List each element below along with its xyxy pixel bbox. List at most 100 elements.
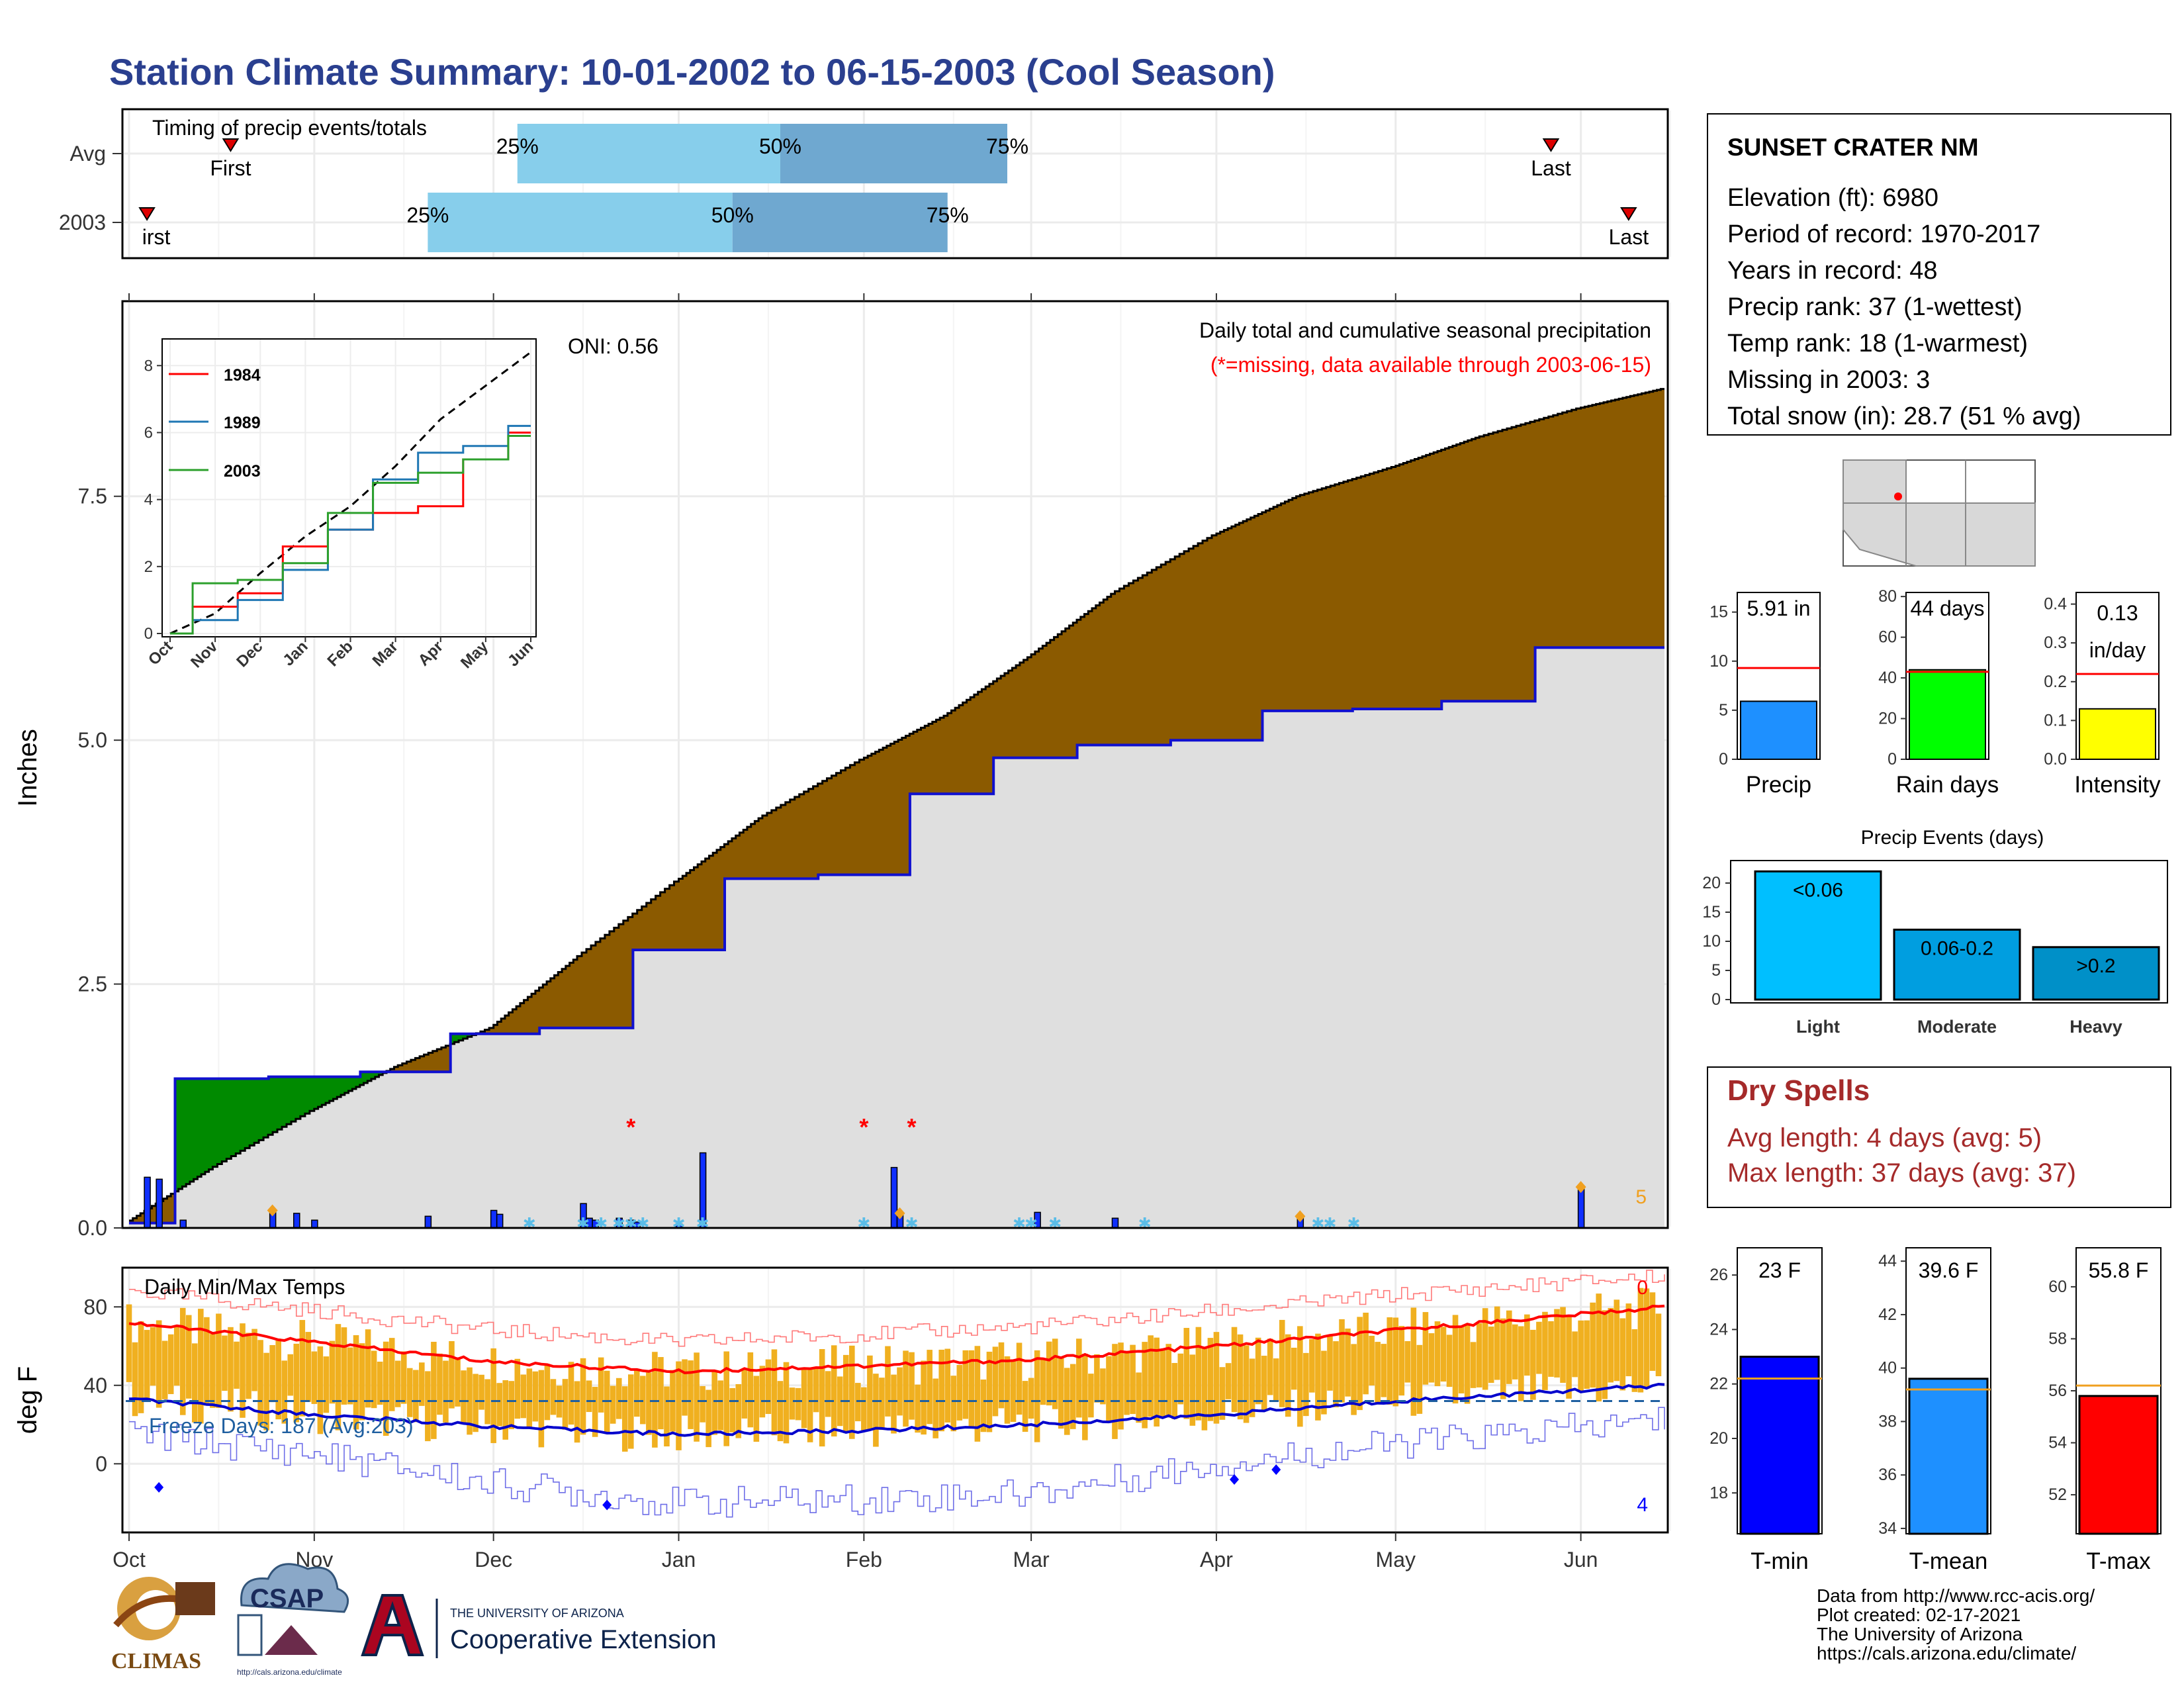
temp-day-bar-248 <box>1608 1307 1614 1383</box>
temp-day-bar-231 <box>1506 1310 1512 1384</box>
temp-day-bar-28 <box>293 1343 300 1423</box>
temp-day-bar-36 <box>341 1327 347 1405</box>
snow-flake-2: ✱ <box>594 1215 608 1233</box>
temp-day-bar-37 <box>347 1347 353 1405</box>
temp-summary-T-min-tick-label-3: 24 <box>1709 1320 1728 1338</box>
temp-day-bar-235 <box>1530 1329 1536 1400</box>
temp-day-bar-244 <box>1584 1320 1590 1389</box>
snow-flake-13: ✱ <box>1138 1215 1152 1233</box>
timing-Avg-first-label: First <box>210 156 251 180</box>
temp-day-bar-140 <box>962 1350 969 1419</box>
temp-day-bar-198 <box>1309 1338 1315 1393</box>
snow-diamond-0 <box>267 1204 278 1217</box>
temp-day-bar-184 <box>1225 1363 1232 1399</box>
temp-day-bar-217 <box>1422 1312 1429 1385</box>
temp-day-bar-51 <box>431 1342 437 1439</box>
temp-day-bar-186 <box>1237 1334 1244 1420</box>
temp-bottom-count: 4 <box>1637 1494 1648 1516</box>
temp-day-bar-242 <box>1572 1331 1578 1378</box>
temp-day-bar-105 <box>753 1376 760 1442</box>
temp-day-bar-66 <box>520 1374 527 1419</box>
daily-precip-bar-12-02 <box>496 1213 504 1229</box>
temp-day-bar-97 <box>705 1389 711 1448</box>
daily-precip-bar-10-04 <box>144 1176 151 1229</box>
temp-day-bar-170 <box>1142 1342 1148 1429</box>
temp-day-bar-40 <box>365 1329 371 1408</box>
x-tick-label-Dec: Dec <box>475 1548 512 1571</box>
temp-day-bar-252 <box>1631 1329 1638 1392</box>
temp-day-bar-238 <box>1548 1321 1554 1377</box>
temp-day-bar-22 <box>257 1340 263 1426</box>
precip-events-bars: 0 5 10 15 20 <0.06 Light 0.06-0.2 Moderate >0.2 He… <box>1702 870 2160 1037</box>
temp-day-bar-183 <box>1219 1367 1226 1420</box>
ua-logo: THE UNIVERSITY OF ARIZONA Cooperative Ex… <box>361 1594 716 1658</box>
temp-day-bar-162 <box>1094 1354 1100 1403</box>
temp-summary-T-mean-tick-label-1: 36 <box>1878 1466 1897 1484</box>
temp-day-bar-196 <box>1297 1326 1303 1427</box>
temp-day-bar-1 <box>132 1342 138 1417</box>
temp-day-bar-44 <box>388 1338 395 1411</box>
missing-note: (*=missing, data available through 2003-… <box>1210 353 1651 377</box>
temp-day-bar-39 <box>359 1343 365 1421</box>
temp-day-bar-10 <box>185 1315 192 1399</box>
temp-day-bar-130 <box>903 1350 909 1427</box>
temp-day-bar-139 <box>956 1364 963 1421</box>
temp-day-bar-153 <box>1040 1358 1046 1405</box>
x-tick-label-Oct: Oct <box>113 1548 146 1571</box>
timing-2003-p75-label: 75% <box>927 203 969 227</box>
temp-day-bar-114 <box>807 1369 813 1442</box>
temp-day-bar-33 <box>323 1356 330 1413</box>
daily-precip-bar-10-06 <box>156 1178 163 1229</box>
temp-day-bar-11 <box>192 1343 198 1423</box>
temp-day-bar-133 <box>921 1360 927 1435</box>
temp-day-bar-188 <box>1249 1358 1255 1417</box>
temp-day-bar-255 <box>1649 1292 1656 1371</box>
temp-day-bar-55 <box>455 1358 461 1407</box>
temp-day-bar-29 <box>299 1320 306 1417</box>
temp-day-bar-56 <box>461 1370 467 1424</box>
mini-Intensity-tick-label-4: 0.4 <box>2044 595 2067 614</box>
temp-day-bar-155 <box>1052 1338 1058 1409</box>
temp-day-bar-96 <box>700 1385 705 1423</box>
temp-day-bar-47 <box>406 1368 413 1417</box>
timing-2003-q2-q3 <box>732 193 948 252</box>
temp-day-bar-119 <box>837 1376 843 1427</box>
temp-day-bar-213 <box>1398 1326 1405 1396</box>
temp-day-bar-190 <box>1261 1356 1267 1411</box>
temp-summary-T-min-value: 23 F <box>1758 1258 1801 1282</box>
temp-day-bar-141 <box>968 1350 975 1427</box>
temp-day-bar-75 <box>574 1381 580 1443</box>
inset-ytick-label-3: 6 <box>144 424 153 442</box>
mini-Rain days-tick-label-1: 20 <box>1878 710 1897 728</box>
footer-line-1: Data from http://www.rcc-acis.org/ <box>1817 1585 2095 1606</box>
temp-day-bar-98 <box>711 1370 717 1435</box>
temp-day-bar-189 <box>1255 1337 1261 1405</box>
daily-precip-bar-02-06 <box>890 1166 898 1229</box>
temp-day-bar-246 <box>1596 1293 1602 1402</box>
temp-day-bar-174 <box>1165 1344 1172 1418</box>
temp-day-bar-173 <box>1160 1350 1165 1417</box>
temp-day-bar-167 <box>1124 1352 1130 1415</box>
timing-Avg-last-marker <box>1542 138 1560 152</box>
freeze-days: Freeze Days: 187 (Avg:203) <box>149 1414 414 1438</box>
mini-Rain days-tick-label-2: 40 <box>1878 669 1897 687</box>
events-bar-label-Heavy: >0.2 <box>2076 955 2115 977</box>
temp-day-bar-181 <box>1207 1338 1214 1421</box>
temp-day-bar-122 <box>855 1383 861 1422</box>
temp-day-bar-137 <box>944 1348 951 1423</box>
temp-day-bar-12 <box>198 1309 204 1424</box>
temp-summary-T-min-tick-label-4: 26 <box>1709 1266 1728 1284</box>
temp-day-bar-89 <box>658 1357 664 1430</box>
mini-Precip-tick-label-0: 0 <box>1719 750 1728 769</box>
precip-ytick-label-0: 0.0 <box>78 1216 107 1240</box>
events-category-Moderate: Moderate <box>1917 1017 1997 1037</box>
temp-day-bar-138 <box>950 1376 957 1432</box>
dry-spells-avg: Avg length: 4 days (avg: 5) <box>1727 1123 2042 1152</box>
cumulative-2003-line <box>129 646 1664 1225</box>
temp-day-bar-177 <box>1183 1328 1190 1419</box>
mini-Rain days-tick-label-0: 0 <box>1888 750 1897 769</box>
daily-precip-bar-11-20 <box>424 1215 432 1229</box>
events-tick-label-1: 5 <box>1711 961 1721 980</box>
precip-y-label: Inches <box>13 729 42 807</box>
